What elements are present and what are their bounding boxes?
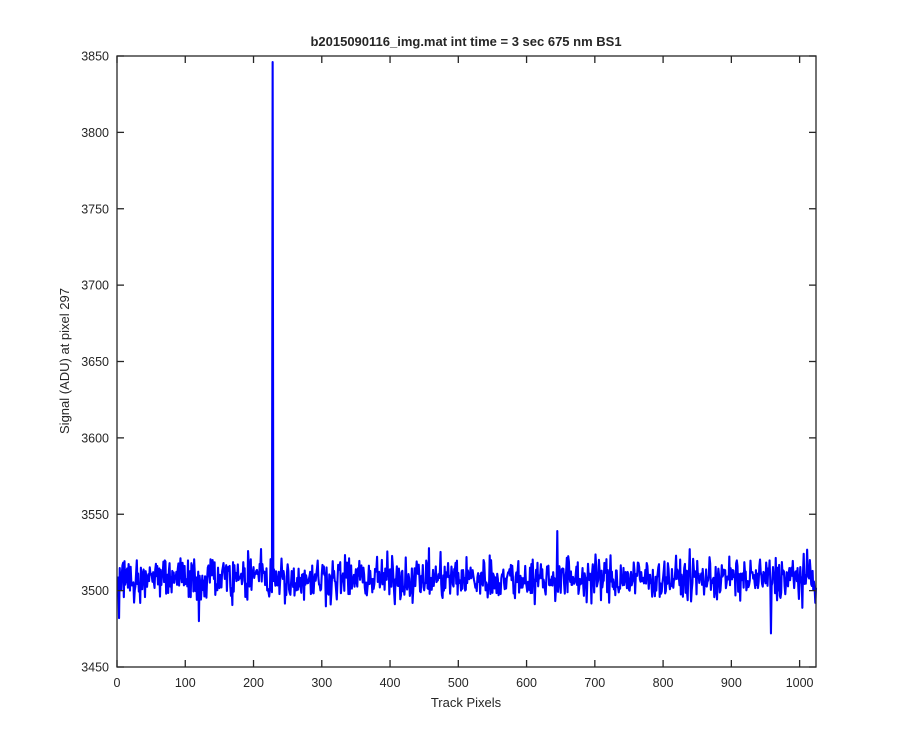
data-layer: [116, 61, 818, 635]
x-tick-label: 300: [311, 676, 332, 690]
y-axis-label: Signal (ADU) at pixel 297: [57, 288, 72, 434]
x-tick-label: 200: [243, 676, 264, 690]
signal-series-line: [116, 61, 818, 635]
chart-title: b2015090116_img.mat int time = 3 sec 675…: [310, 34, 621, 49]
y-tick-label: 3700: [81, 279, 109, 293]
x-tick-label: 0: [114, 676, 121, 690]
x-tick-label: 1000: [786, 676, 814, 690]
x-tick-label: 400: [380, 676, 401, 690]
y-tick-label: 3800: [81, 126, 109, 140]
x-axis-label: Track Pixels: [431, 695, 502, 710]
y-tick-label: 3750: [81, 202, 109, 216]
y-tick-label: 3550: [81, 508, 109, 522]
tick-layer: 0 100 200 300 400 500 600 700 800 900 1000 3450 3500…: [81, 50, 816, 690]
y-tick-label: 3850: [81, 50, 109, 64]
x-tick-label: 100: [175, 676, 196, 690]
x-tick-label: 600: [516, 676, 537, 690]
y-tick-label: 3450: [81, 661, 109, 675]
y-tick-label: 3600: [81, 431, 109, 445]
y-tick-label: 3500: [81, 584, 109, 598]
x-tick-label: 800: [653, 676, 674, 690]
y-tick-label: 3650: [81, 355, 109, 369]
x-tick-label: 700: [584, 676, 605, 690]
x-tick-label: 900: [721, 676, 742, 690]
x-tick-label: 500: [448, 676, 469, 690]
